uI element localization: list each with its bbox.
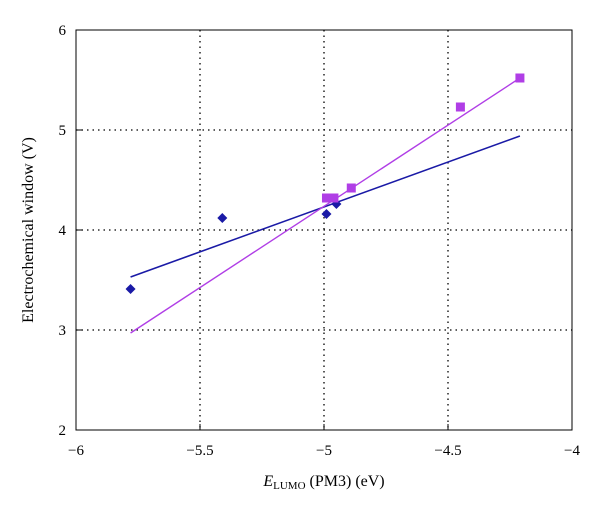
y-tick-label: 5 [59,123,67,139]
x-tick-label: −4 [564,443,580,459]
x-tick-label: −6 [68,443,84,459]
x-tick-label: −5 [316,443,332,459]
data-point-square [515,73,525,83]
trend-line-series-1 [130,135,521,278]
y-tick-label: 2 [59,423,67,439]
data-point-diamond [217,213,228,223]
x-axis-title: ELUMO (PM3) (eV) [262,473,384,492]
data-point-square [455,102,465,112]
x-tick-label: −4.5 [434,443,461,459]
data-point-square [346,183,356,193]
x-axis-title-subscript: LUMO [273,480,305,492]
x-axis-title-rest: (PM3) (eV) [306,473,385,490]
x-axis-title-main: E [262,473,273,490]
data-point-square [321,193,331,203]
trend-line-series-2 [130,77,521,334]
y-tick-label: 6 [59,23,67,39]
data-point-diamond [125,284,136,294]
y-axis-title: Electrochemical window (V) [20,137,37,323]
ticks: −6 −5.5 −5 −4.5 −4 2 3 4 5 6 [59,23,581,459]
x-tick-label: −5.5 [186,443,213,459]
y-tick-label: 3 [59,323,67,339]
data-point-diamond [321,209,332,219]
data-point-square [329,193,339,203]
data-markers [125,73,525,294]
grid [76,30,572,430]
y-tick-label: 4 [59,223,67,239]
trend-lines [130,77,521,334]
